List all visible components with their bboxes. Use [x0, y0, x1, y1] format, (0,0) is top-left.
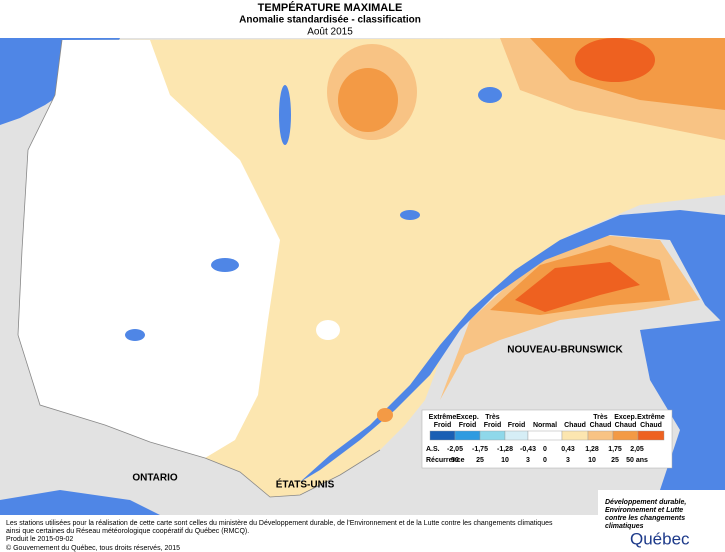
- legend-threshold: -2,05: [447, 446, 463, 453]
- legend-recurrence: 0: [543, 457, 547, 464]
- legend-class-label: Chaud: [564, 422, 586, 429]
- subtitle: Anomalie standardisée - classification: [239, 15, 421, 26]
- lake: [125, 329, 145, 341]
- legend-swatch: [637, 430, 665, 441]
- logo-line: contre les changements: [605, 515, 685, 522]
- legend-recurrence: 3: [566, 457, 570, 464]
- logo-line: Développement durable,: [605, 499, 686, 506]
- logo-name: Québec: [630, 529, 690, 548]
- legend-class-label: Froid: [484, 422, 502, 429]
- copyright: © Gouvernement du Québec, tous droits ré…: [6, 544, 180, 552]
- saint-laurent: [300, 210, 725, 482]
- legend-class-label: Chaud: [615, 422, 637, 429]
- atlantic: [640, 320, 725, 500]
- legend-threshold: -0,43: [520, 446, 536, 453]
- legend-threshold: 0,43: [561, 446, 575, 453]
- center-excep-chaud: [338, 68, 398, 132]
- legend-class-label: Froid: [508, 422, 526, 429]
- logo-line: Environnement et Lutte: [605, 507, 683, 514]
- recurrence-label: Récurrence: [426, 457, 465, 464]
- map-label: ÉTATS-UNIS: [276, 478, 335, 491]
- legend-class-label: Excep.: [614, 414, 637, 421]
- map-label: NOUVEAU-BRUNSWICK: [507, 345, 623, 356]
- legend-class-label: Chaud: [590, 422, 612, 429]
- gaspe-extreme-chaud: [515, 262, 640, 312]
- legend-swatch: [429, 430, 456, 441]
- legend-class-label: Très: [485, 414, 500, 421]
- north-extreme-chaud: [575, 38, 655, 82]
- warm-patch: [377, 408, 393, 422]
- legend-recurrence: 25: [611, 457, 619, 464]
- legend-class-label: Extrême: [637, 414, 665, 421]
- legend-swatch: [504, 430, 529, 441]
- legend-swatch: [587, 430, 614, 441]
- legend-recurrence: 10: [501, 457, 509, 464]
- legend-threshold: -1,28: [497, 446, 513, 453]
- legend-recurrence: 10: [588, 457, 596, 464]
- legend-threshold: 0: [543, 446, 547, 453]
- legend-swatch: [527, 430, 563, 441]
- legend-swatch: [454, 430, 481, 441]
- legend-class-label: Très: [593, 414, 608, 421]
- legend-swatch: [561, 430, 589, 441]
- lake: [400, 210, 420, 220]
- lake: [211, 258, 239, 272]
- legend-recurrence: 25: [476, 457, 484, 464]
- legend-class-label: Froid: [434, 422, 452, 429]
- legend-threshold: 2,05: [630, 446, 644, 453]
- legend-class-label: Chaud: [640, 422, 662, 429]
- map-label: ONTARIO: [132, 473, 178, 484]
- legend-swatch: [612, 430, 639, 441]
- footer-note: ainsi que certaines du Réseau météorolog…: [6, 528, 249, 535]
- date: Août 2015: [307, 27, 353, 38]
- footer-note: Les stations utilisées pour la réalisati…: [6, 520, 553, 527]
- legend-class-label: Normal: [533, 422, 557, 429]
- legend-recurrence: 50 ans: [626, 457, 648, 464]
- as-label: A.S.: [426, 446, 440, 453]
- produced: Produit le 2015-09-02: [6, 536, 73, 543]
- lake: [478, 87, 502, 103]
- title: TEMPÉRATURE MAXIMALE: [258, 1, 403, 14]
- lake: [279, 85, 291, 145]
- legend-swatch: [479, 430, 506, 441]
- lake: [0, 490, 160, 515]
- legend-class-label: Froid: [459, 422, 477, 429]
- legend-threshold: 1,28: [585, 446, 599, 453]
- legend-recurrence: 3: [526, 457, 530, 464]
- legend-class-label: Extrême: [429, 414, 457, 421]
- legend-recurrence: 50: [451, 457, 459, 464]
- quebec-normal: [18, 40, 280, 458]
- legend-class-label: Excep.: [456, 414, 479, 421]
- logo-box: [598, 490, 725, 552]
- border: [17, 39, 381, 498]
- logo-line: climatiques: [605, 523, 644, 530]
- legend-threshold: 1,75: [608, 446, 622, 453]
- normal-patch: [316, 320, 340, 340]
- legend-threshold: -1,75: [472, 446, 488, 453]
